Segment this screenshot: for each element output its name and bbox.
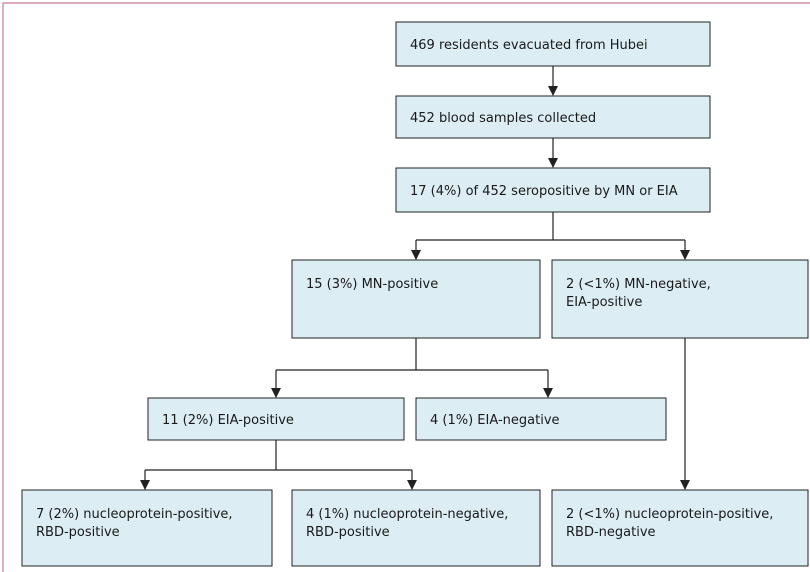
node: 4 (1%) EIA-negative (415, 397, 667, 441)
node: 15 (3%) MN-positive (291, 259, 541, 339)
node-label: 7 (2%) nucleoprotein-positive, (36, 507, 233, 522)
connectors (140, 66, 690, 490)
node-label: EIA-positive (566, 295, 642, 310)
node-label: 15 (3%) MN-positive (306, 277, 438, 292)
node: 11 (2%) EIA-positive (147, 397, 405, 441)
node-label: 2 (<1%) MN-negative, (566, 277, 711, 292)
node-label: 17 (4%) of 452 seropositive by MN or EIA (410, 184, 678, 199)
node-label: RBD-positive (306, 525, 390, 540)
node: 2 (<1%) nucleoprotein-positive, RBD-nega… (551, 489, 809, 567)
node: 2 (<1%) MN-negative, EIA-positive (551, 259, 809, 339)
node: 469 residents evacuated from Hubei (395, 21, 711, 67)
node-label: 11 (2%) EIA-positive (162, 413, 294, 428)
node-label: RBD-negative (566, 525, 656, 540)
node: 452 blood samples collected (395, 95, 711, 139)
node-label: 4 (1%) EIA-negative (430, 413, 560, 428)
node: 4 (1%) nucleoprotein-negative, RBD-posit… (291, 489, 541, 567)
node-label: RBD-positive (36, 525, 120, 540)
node-label: 469 residents evacuated from Hubei (410, 38, 648, 53)
node-label: 4 (1%) nucleoprotein-negative, (306, 507, 508, 522)
node-label: 2 (<1%) nucleoprotein-positive, (566, 507, 773, 522)
node-label: 452 blood samples collected (410, 111, 596, 126)
node: 17 (4%) of 452 seropositive by MN or EIA (395, 167, 711, 213)
node: 7 (2%) nucleoprotein-positive, RBD-posit… (21, 489, 273, 567)
